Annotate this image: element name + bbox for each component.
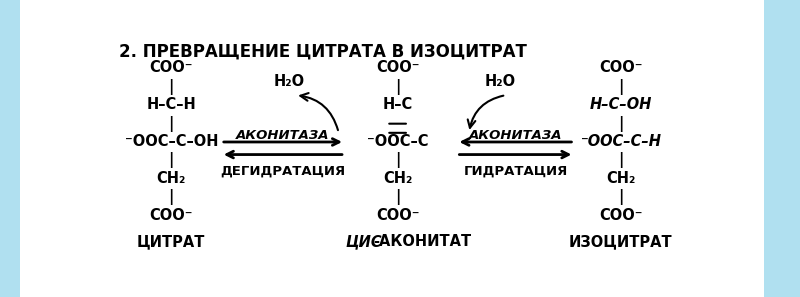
Text: ЦИТРАТ: ЦИТРАТ xyxy=(137,234,206,249)
Text: ИЗОЦИТРАТ: ИЗОЦИТРАТ xyxy=(569,234,673,249)
Text: АКОНИТАЗА: АКОНИТАЗА xyxy=(236,129,330,142)
Text: |: | xyxy=(618,79,623,95)
FancyArrowPatch shape xyxy=(468,96,503,128)
Text: COO⁻: COO⁻ xyxy=(150,60,193,75)
Text: COO⁻: COO⁻ xyxy=(599,208,642,223)
Text: H–C: H–C xyxy=(382,97,413,112)
Text: ⁻OOC–C–OH: ⁻OOC–C–OH xyxy=(125,135,218,149)
Text: |: | xyxy=(169,152,174,168)
Text: |: | xyxy=(618,152,623,168)
Text: COO⁻: COO⁻ xyxy=(150,208,193,223)
Text: |: | xyxy=(169,116,174,132)
Text: |: | xyxy=(169,79,174,95)
Text: |: | xyxy=(395,189,400,205)
Text: H–C–OH: H–C–OH xyxy=(590,97,652,112)
Text: COO⁻: COO⁻ xyxy=(376,60,419,75)
Text: H–C–H: H–C–H xyxy=(146,97,196,112)
Text: АКОНИТАЗА: АКОНИТАЗА xyxy=(469,129,562,142)
Text: COO⁻: COO⁻ xyxy=(599,60,642,75)
Text: |: | xyxy=(618,116,623,132)
Text: ⁻OOC–C–H: ⁻OOC–C–H xyxy=(580,135,662,149)
Text: |: | xyxy=(618,189,623,205)
Text: CH₂: CH₂ xyxy=(383,171,412,186)
FancyArrowPatch shape xyxy=(300,93,338,130)
Text: COO⁻: COO⁻ xyxy=(376,208,419,223)
Text: 2. ПРЕВРАЩЕНИЕ ЦИТРАТА В ИЗОЦИТРАТ: 2. ПРЕВРАЩЕНИЕ ЦИТРАТА В ИЗОЦИТРАТ xyxy=(118,42,526,61)
Text: |: | xyxy=(395,152,400,168)
Text: |: | xyxy=(395,79,400,95)
Text: ЦИС: ЦИС xyxy=(345,234,382,249)
Text: H₂O: H₂O xyxy=(484,74,515,89)
Text: ⁻OOC–C: ⁻OOC–C xyxy=(367,135,428,149)
Text: CH₂: CH₂ xyxy=(606,171,635,186)
Text: CH₂: CH₂ xyxy=(157,171,186,186)
Text: H₂O: H₂O xyxy=(274,74,305,89)
Text: ГИДРАТАЦИЯ: ГИДРАТАЦИЯ xyxy=(463,164,567,177)
Text: ДЕГИДРАТАЦИЯ: ДЕГИДРАТАЦИЯ xyxy=(220,164,346,177)
Text: |: | xyxy=(169,189,174,205)
Text: -АКОНИТАТ: -АКОНИТАТ xyxy=(374,234,471,249)
